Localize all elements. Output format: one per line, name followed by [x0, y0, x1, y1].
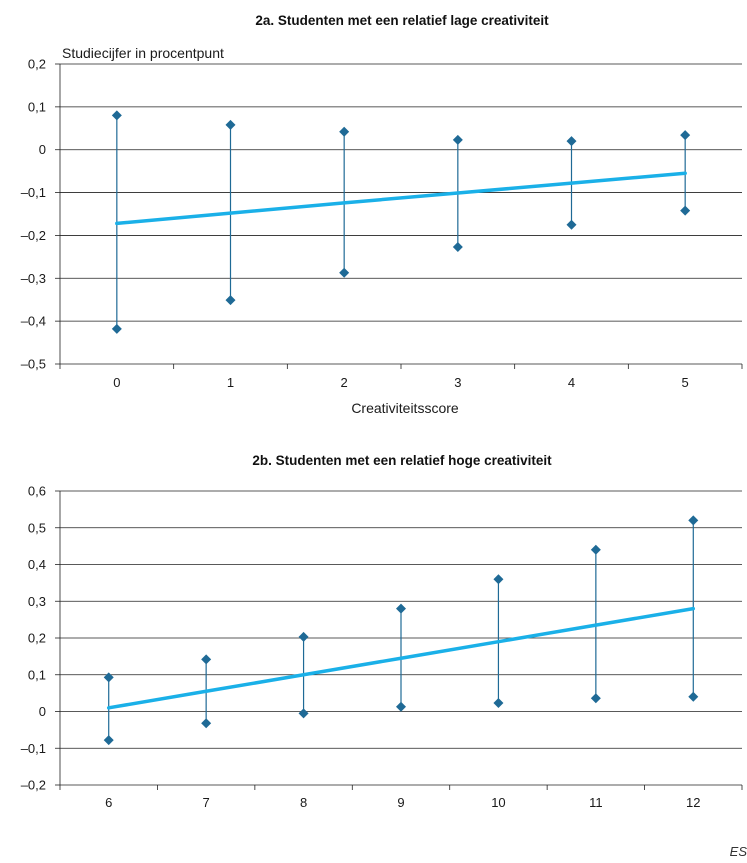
chart-2b-x-tick-label: 9 [397, 795, 404, 810]
chart-2b-y-tick-label: 0,2 [28, 631, 46, 646]
chart-2a-plot-area: 0,2 0,1 0 –0,1 –0,2 –0,3 –0,4 –0,5 0 1 2 3 4 5 [21, 57, 743, 390]
chart-2a-y-tick-label: –0,3 [21, 271, 46, 286]
chart-2b-y-tick-label: 0,4 [28, 557, 46, 572]
chart-2b-x-tick-label: 10 [491, 795, 505, 810]
chart-2b-upper-bound-marker [201, 654, 212, 665]
chart-2b-upper-bound-marker [103, 672, 114, 683]
chart-2b-y-tick-label: 0,5 [28, 520, 46, 535]
chart-2b-y-tick-label: 0,3 [28, 594, 46, 609]
chart-2a-x-tick-label: 0 [113, 375, 120, 390]
chart-2a-x-tick-label: 1 [227, 375, 234, 390]
chart-2a-y-tick-label: 0 [39, 142, 46, 157]
chart-2b-lower-bound-marker [201, 718, 212, 729]
chart-2a-y-tick-label: –0,4 [21, 314, 46, 329]
chart-2b-x-tick-label: 11 [589, 795, 603, 810]
chart-2a-x-tick-label: 4 [568, 375, 575, 390]
chart-2a-lower-bound-marker [111, 323, 122, 334]
chart-2a-lower-bound-marker [680, 205, 691, 216]
chart-2b-lower-bound-marker [493, 698, 504, 709]
chart-2b-upper-bound-marker [493, 574, 504, 585]
chart-2b-y-tick-label: 0,1 [28, 667, 46, 682]
chart-2a-lower-bound-marker [225, 295, 236, 306]
chart-2b-x-tick-label: 7 [203, 795, 210, 810]
chart-2a-upper-bound-marker [339, 126, 350, 137]
chart-2a-lower-bound-marker [339, 267, 350, 278]
chart-2a-lower-bound-marker [452, 242, 463, 252]
chart-2a-upper-bound-marker [566, 136, 577, 147]
chart-2b-upper-bound-marker [298, 631, 309, 642]
chart-2a-x-axis-label: Creativiteitsscore [351, 400, 459, 416]
chart-2a-lower-bound-marker [566, 219, 577, 230]
chart-2a-y-tick-label: 0,1 [28, 99, 46, 114]
chart-2b-lower-bound-marker [103, 735, 114, 746]
chart-2a-trend-line [115, 171, 687, 226]
chart-2a-title: 2a. Studenten met een relatief lage crea… [255, 13, 549, 28]
chart-2b-x-tick-label: 12 [686, 795, 700, 810]
chart-2a-x-tick-label: 2 [341, 375, 348, 390]
chart-2a-x-tick-label: 3 [454, 375, 461, 390]
chart-2a-upper-bound-marker [225, 119, 236, 130]
chart-2a-y-tick-label: 0,2 [28, 57, 46, 72]
source-label: ES [730, 844, 747, 859]
chart-2b-y-tick-label: 0,6 [28, 484, 46, 499]
chart-2b-x-tick-label: 8 [300, 795, 307, 810]
chart-2a-upper-bound-marker [452, 134, 463, 145]
chart-2a-upper-bound-marker [111, 110, 122, 121]
chart-2b-upper-bound-marker [688, 515, 699, 526]
chart-2a: 2a. Studenten met een relatief lage crea… [21, 13, 743, 416]
chart-2a-y-tick-label: –0,2 [21, 228, 46, 243]
chart-2b-upper-bound-marker [396, 603, 406, 614]
chart-2b-upper-bound-marker [590, 544, 601, 555]
chart-2b-lower-bound-marker [688, 691, 699, 702]
chart-2a-upper-bound-marker [680, 130, 691, 141]
chart-2b-trend-line [106, 606, 696, 710]
chart-2b-y-tick-label: –0,1 [21, 741, 46, 756]
chart-2b-lower-bound-marker [298, 708, 309, 719]
chart-2b-y-tick-label: 0 [39, 704, 46, 719]
chart-2b-plot-area: 0,6 0,5 0,4 0,3 0,2 0,1 0 –0,1 –0,2 6 7 8 9 10 11 12 [21, 484, 743, 810]
chart-2b-lower-bound-marker [590, 693, 601, 704]
chart-2a-y-tick-label: –0,1 [21, 185, 46, 200]
chart-2a-x-tick-label: 5 [682, 375, 689, 390]
chart-2b-lower-bound-marker [396, 701, 406, 712]
chart-2b-y-tick-label: –0,2 [21, 778, 46, 793]
chart-2a-y-axis-label: Studiecijfer in procentpunt [62, 45, 224, 61]
chart-2b-x-tick-label: 6 [105, 795, 112, 810]
chart-2b-title: 2b. Studenten met een relatief hoge crea… [252, 453, 552, 468]
chart-2a-y-tick-label: –0,5 [21, 357, 46, 372]
chart-2b: 2b. Studenten met een relatief hoge crea… [21, 453, 743, 810]
